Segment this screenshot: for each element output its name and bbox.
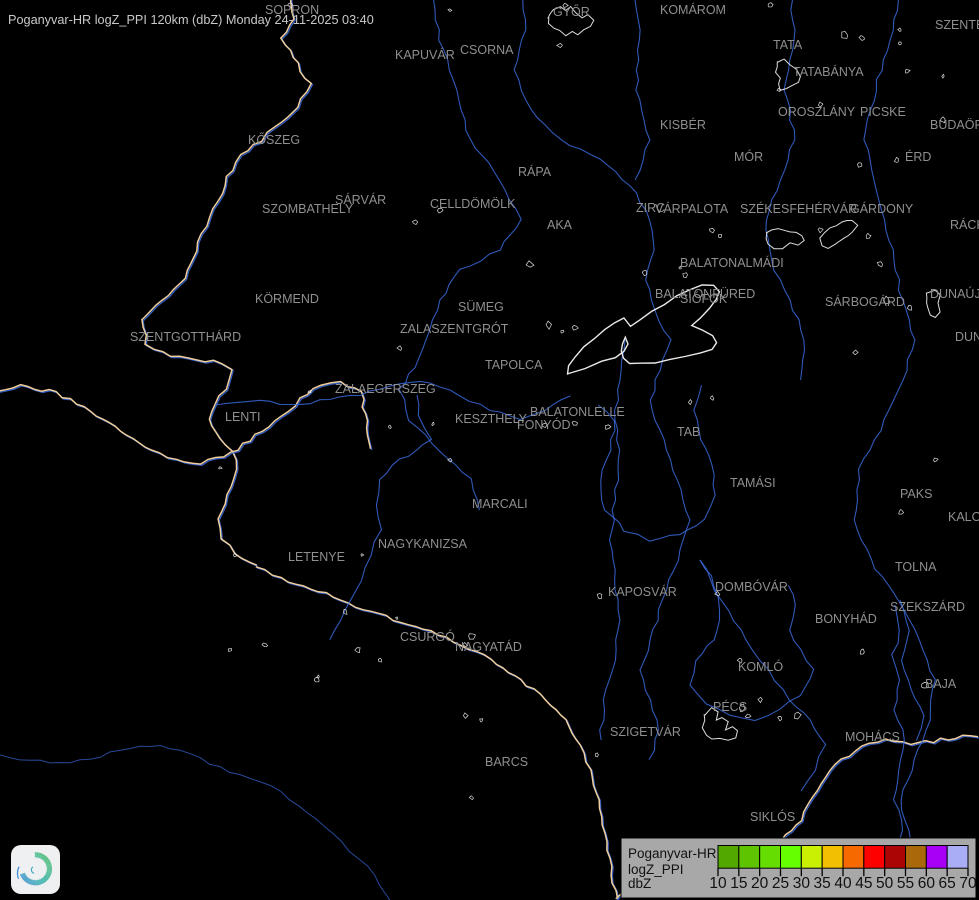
svg-text:SZOMBATHELY: SZOMBATHELY	[262, 202, 354, 216]
svg-text:TATA: TATA	[773, 38, 803, 52]
svg-text:TOLNA: TOLNA	[895, 560, 937, 574]
svg-text:BALATONALMÁDI: BALATONALMÁDI	[680, 255, 784, 270]
svg-text:45: 45	[855, 875, 872, 892]
svg-text:ZALASZENTGRÓT: ZALASZENTGRÓT	[400, 321, 509, 336]
svg-text:BARCS: BARCS	[485, 755, 528, 769]
svg-text:SZENTENDRE: SZENTENDRE	[935, 18, 979, 32]
svg-text:MARCALI: MARCALI	[472, 497, 528, 511]
svg-text:FONYÓD: FONYÓD	[517, 417, 570, 432]
svg-text:BUDAÖRS: BUDAÖRS	[930, 118, 979, 132]
svg-text:LETENYE: LETENYE	[288, 550, 345, 564]
svg-text:PAKS: PAKS	[900, 487, 932, 501]
svg-text:KAPUVÁR: KAPUVÁR	[395, 47, 455, 62]
svg-text:DUNAÚJVÁROS: DUNAÚJVÁROS	[930, 286, 979, 301]
svg-text:SZENTGOTTHÁRD: SZENTGOTTHÁRD	[130, 329, 241, 344]
svg-text:KAPOSVÁR: KAPOSVÁR	[608, 584, 677, 599]
svg-text:BAJA: BAJA	[925, 677, 957, 691]
svg-text:Poganyvar-HR: Poganyvar-HR	[628, 846, 717, 861]
svg-text:15: 15	[730, 875, 747, 892]
svg-text:KISBÉR: KISBÉR	[660, 117, 706, 132]
svg-text:50: 50	[876, 875, 894, 892]
svg-text:SZEKSZÁRD: SZEKSZÁRD	[890, 599, 965, 614]
svg-text:20: 20	[751, 875, 769, 892]
svg-text:NAGYATÁD: NAGYATÁD	[455, 639, 522, 654]
svg-text:TAPOLCA: TAPOLCA	[485, 358, 543, 372]
svg-text:KOMÁROM: KOMÁROM	[660, 2, 726, 17]
svg-text:NAGYKANIZSA: NAGYKANIZSA	[378, 537, 468, 551]
svg-text:DUNAFÖLDVÁR: DUNAFÖLDVÁR	[955, 329, 979, 344]
svg-text:BALATONLELLE: BALATONLELLE	[530, 405, 625, 419]
svg-text:TATABÁNYA: TATABÁNYA	[793, 64, 864, 79]
svg-text:ZALAEGERSZEG: ZALAEGERSZEG	[335, 382, 436, 396]
svg-text:SZÉKESFEHÉRVÁR: SZÉKESFEHÉRVÁR	[740, 201, 857, 216]
svg-text:SZIGETVÁR: SZIGETVÁR	[610, 724, 681, 739]
svg-text:RÁPA: RÁPA	[518, 164, 552, 179]
svg-text:LENTI: LENTI	[225, 410, 260, 424]
svg-text:GYŐR: GYŐR	[553, 4, 590, 19]
svg-text:logZ_PPI: logZ_PPI	[628, 862, 684, 877]
svg-text:30: 30	[793, 875, 811, 892]
svg-text:55: 55	[897, 875, 914, 892]
svg-text:40: 40	[834, 875, 852, 892]
svg-text:60: 60	[918, 875, 936, 892]
svg-text:dbZ: dbZ	[628, 876, 651, 891]
svg-text:CELLDÖMÖLK: CELLDÖMÖLK	[430, 197, 516, 211]
svg-text:RÁCKEVE: RÁCKEVE	[950, 217, 979, 232]
svg-text:PÉCS: PÉCS	[713, 699, 747, 714]
svg-text:25: 25	[772, 875, 789, 892]
svg-text:VÁRPALOTA: VÁRPALOTA	[655, 201, 729, 216]
svg-text:GÁRDONY: GÁRDONY	[850, 201, 914, 216]
svg-text:MÓR: MÓR	[734, 149, 763, 164]
svg-text:CSORNA: CSORNA	[460, 43, 514, 57]
svg-text:DOMBÓVÁR: DOMBÓVÁR	[715, 579, 788, 594]
svg-text:ÉRD: ÉRD	[905, 149, 931, 164]
svg-text:65: 65	[939, 875, 956, 892]
svg-text:KŐSZEG: KŐSZEG	[248, 132, 300, 147]
svg-text:SIKLÓS: SIKLÓS	[750, 809, 795, 824]
svg-text:TAMÁSI: TAMÁSI	[730, 475, 776, 490]
svg-text:10: 10	[709, 875, 727, 892]
svg-text:PICSKE: PICSKE	[860, 105, 906, 119]
svg-text:KALOCSA: KALOCSA	[948, 510, 979, 524]
svg-text:SÜMEG: SÜMEG	[458, 300, 504, 314]
svg-text:OROSZLÁNY: OROSZLÁNY	[778, 104, 856, 119]
svg-text:SIÓFOK: SIÓFOK	[680, 291, 728, 306]
svg-text:TAB: TAB	[677, 425, 700, 439]
svg-text:SÁRBOGÁRD: SÁRBOGÁRD	[825, 294, 905, 309]
svg-text:CSURGÓ: CSURGÓ	[400, 629, 455, 644]
svg-text:BONYHÁD: BONYHÁD	[815, 611, 877, 626]
svg-text:KÖRMEND: KÖRMEND	[255, 292, 319, 306]
svg-text:AKA: AKA	[547, 218, 573, 232]
svg-text:MOHÁCS: MOHÁCS	[845, 729, 900, 744]
svg-text:KOMLÓ: KOMLÓ	[738, 659, 783, 674]
svg-text:70: 70	[959, 875, 977, 892]
svg-text:35: 35	[814, 875, 831, 892]
